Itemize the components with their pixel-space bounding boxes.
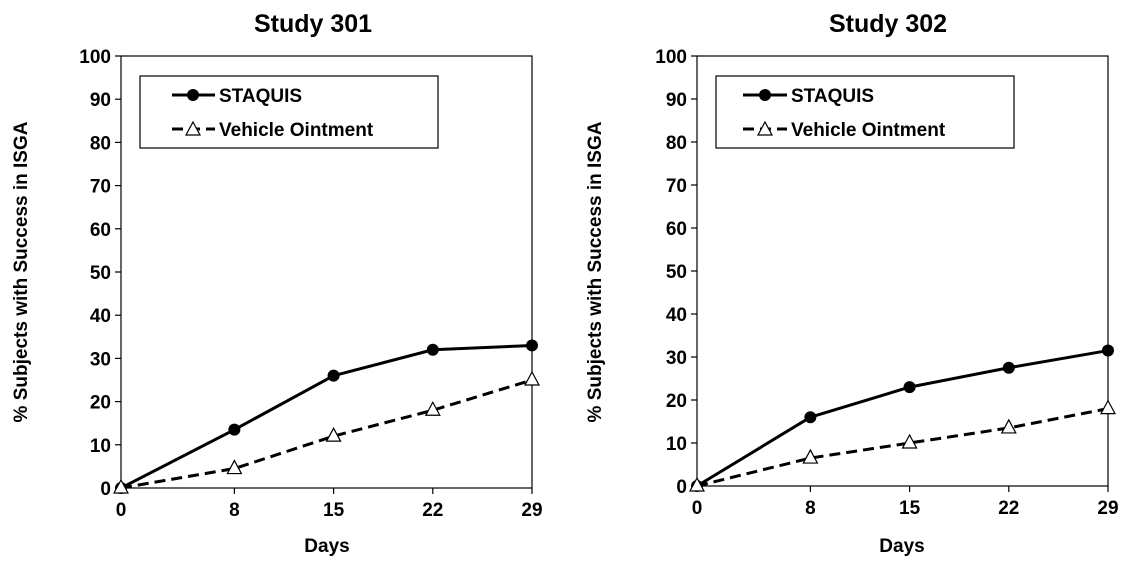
chart-panel-study-301: Study 301 % Subjects with Success in ISG…: [11, 10, 543, 557]
y-tick-label: 0: [100, 479, 111, 500]
x-tick-label: 22: [422, 500, 443, 521]
data-point-staquis: [526, 339, 538, 352]
y-axis-ticks: 0 10 20 30 40 50 60 70 80 90 100: [79, 47, 121, 500]
legend-box: [715, 75, 1015, 149]
x-tick-label: 15: [323, 500, 345, 521]
data-point-staquis: [327, 369, 340, 382]
y-tick-label: 100: [655, 47, 687, 68]
x-axis-label: Days: [879, 536, 924, 557]
data-point-vehicle: [112, 478, 130, 494]
series-line-staquis: [120, 343, 533, 490]
y-tick-label: 0: [676, 477, 687, 498]
data-point-vehicle: [901, 433, 918, 449]
data-point-staquis: [228, 423, 241, 436]
y-tick-label: 10: [666, 434, 687, 455]
y-tick-label: 90: [666, 90, 687, 111]
data-point-vehicle: [688, 476, 706, 492]
legend: STAQUIS Vehicle Ointment: [715, 75, 1015, 149]
legend-marker-vehicle: [756, 120, 774, 136]
data-point-staquis: [1002, 361, 1015, 374]
y-tick-label: 60: [666, 219, 687, 240]
data-point-staquis: [426, 343, 439, 356]
legend-marker-vehicle: [184, 120, 202, 136]
y-tick-label: 20: [90, 393, 111, 414]
series-line-vehicle: [120, 378, 533, 490]
y-tick-label: 20: [666, 391, 687, 412]
data-point-vehicle: [424, 400, 441, 416]
y-tick-label: 60: [90, 220, 111, 241]
data-point-vehicle: [226, 459, 243, 475]
y-tick-label: 10: [90, 436, 111, 457]
x-tick-label: 29: [1097, 498, 1118, 519]
y-axis-label: % Subjects with Success in ISGA: [585, 121, 606, 422]
y-tick-label: 40: [90, 306, 111, 327]
legend-label-staquis: STAQUIS: [219, 86, 302, 107]
y-tick-label: 70: [666, 176, 687, 197]
y-tick-label: 40: [666, 305, 687, 326]
data-point-vehicle: [1099, 399, 1117, 415]
legend-marker-staquis: [759, 89, 771, 101]
y-tick-label: 90: [90, 90, 111, 111]
data-point-staquis: [1102, 344, 1114, 357]
legend-label-staquis: STAQUIS: [791, 86, 874, 107]
x-axis-ticks: 0 8 15 22 29: [692, 486, 1119, 519]
legend: STAQUIS Vehicle Ointment: [139, 75, 439, 149]
legend-marker-staquis: [187, 89, 199, 101]
y-tick-label: 30: [90, 349, 111, 370]
x-axis-label: Days: [304, 536, 349, 557]
x-tick-label: 0: [692, 498, 703, 519]
y-tick-label: 70: [90, 177, 111, 198]
y-tick-label: 80: [666, 133, 687, 154]
x-tick-label: 22: [998, 498, 1019, 519]
data-point-staquis: [903, 381, 916, 394]
y-tick-label: 100: [79, 47, 111, 68]
chart-title: Study 302: [829, 10, 947, 38]
y-tick-label: 30: [666, 348, 687, 369]
chart-panel-study-302: Study 302 % Subjects with Success in ISG…: [585, 10, 1119, 557]
x-tick-label: 0: [116, 500, 127, 521]
y-tick-label: 80: [90, 133, 111, 154]
series-line-vehicle: [696, 407, 1109, 488]
data-point-staquis: [804, 411, 817, 424]
x-tick-label: 8: [229, 500, 240, 521]
y-tick-label: 50: [666, 262, 687, 283]
data-point-vehicle: [802, 448, 819, 464]
data-point-vehicle: [325, 426, 342, 442]
x-axis-ticks: 0 8 15 22 29: [116, 488, 543, 521]
chart-title: Study 301: [254, 10, 372, 38]
x-tick-label: 29: [521, 500, 542, 521]
x-tick-label: 8: [805, 498, 816, 519]
legend-box: [139, 75, 439, 149]
x-tick-label: 15: [899, 498, 921, 519]
y-tick-label: 50: [90, 263, 111, 284]
data-point-vehicle: [1000, 418, 1017, 434]
data-point-vehicle: [523, 370, 541, 386]
series-group: [112, 339, 541, 494]
y-axis-label: % Subjects with Success in ISGA: [11, 121, 32, 422]
series-group: [688, 344, 1117, 492]
series-line-staquis: [696, 349, 1109, 488]
legend-label-vehicle: Vehicle Ointment: [791, 120, 946, 141]
legend-label-vehicle: Vehicle Ointment: [219, 120, 374, 141]
y-axis-ticks: 0 10 20 30 40 50 60 70 80 90 100: [655, 47, 697, 498]
